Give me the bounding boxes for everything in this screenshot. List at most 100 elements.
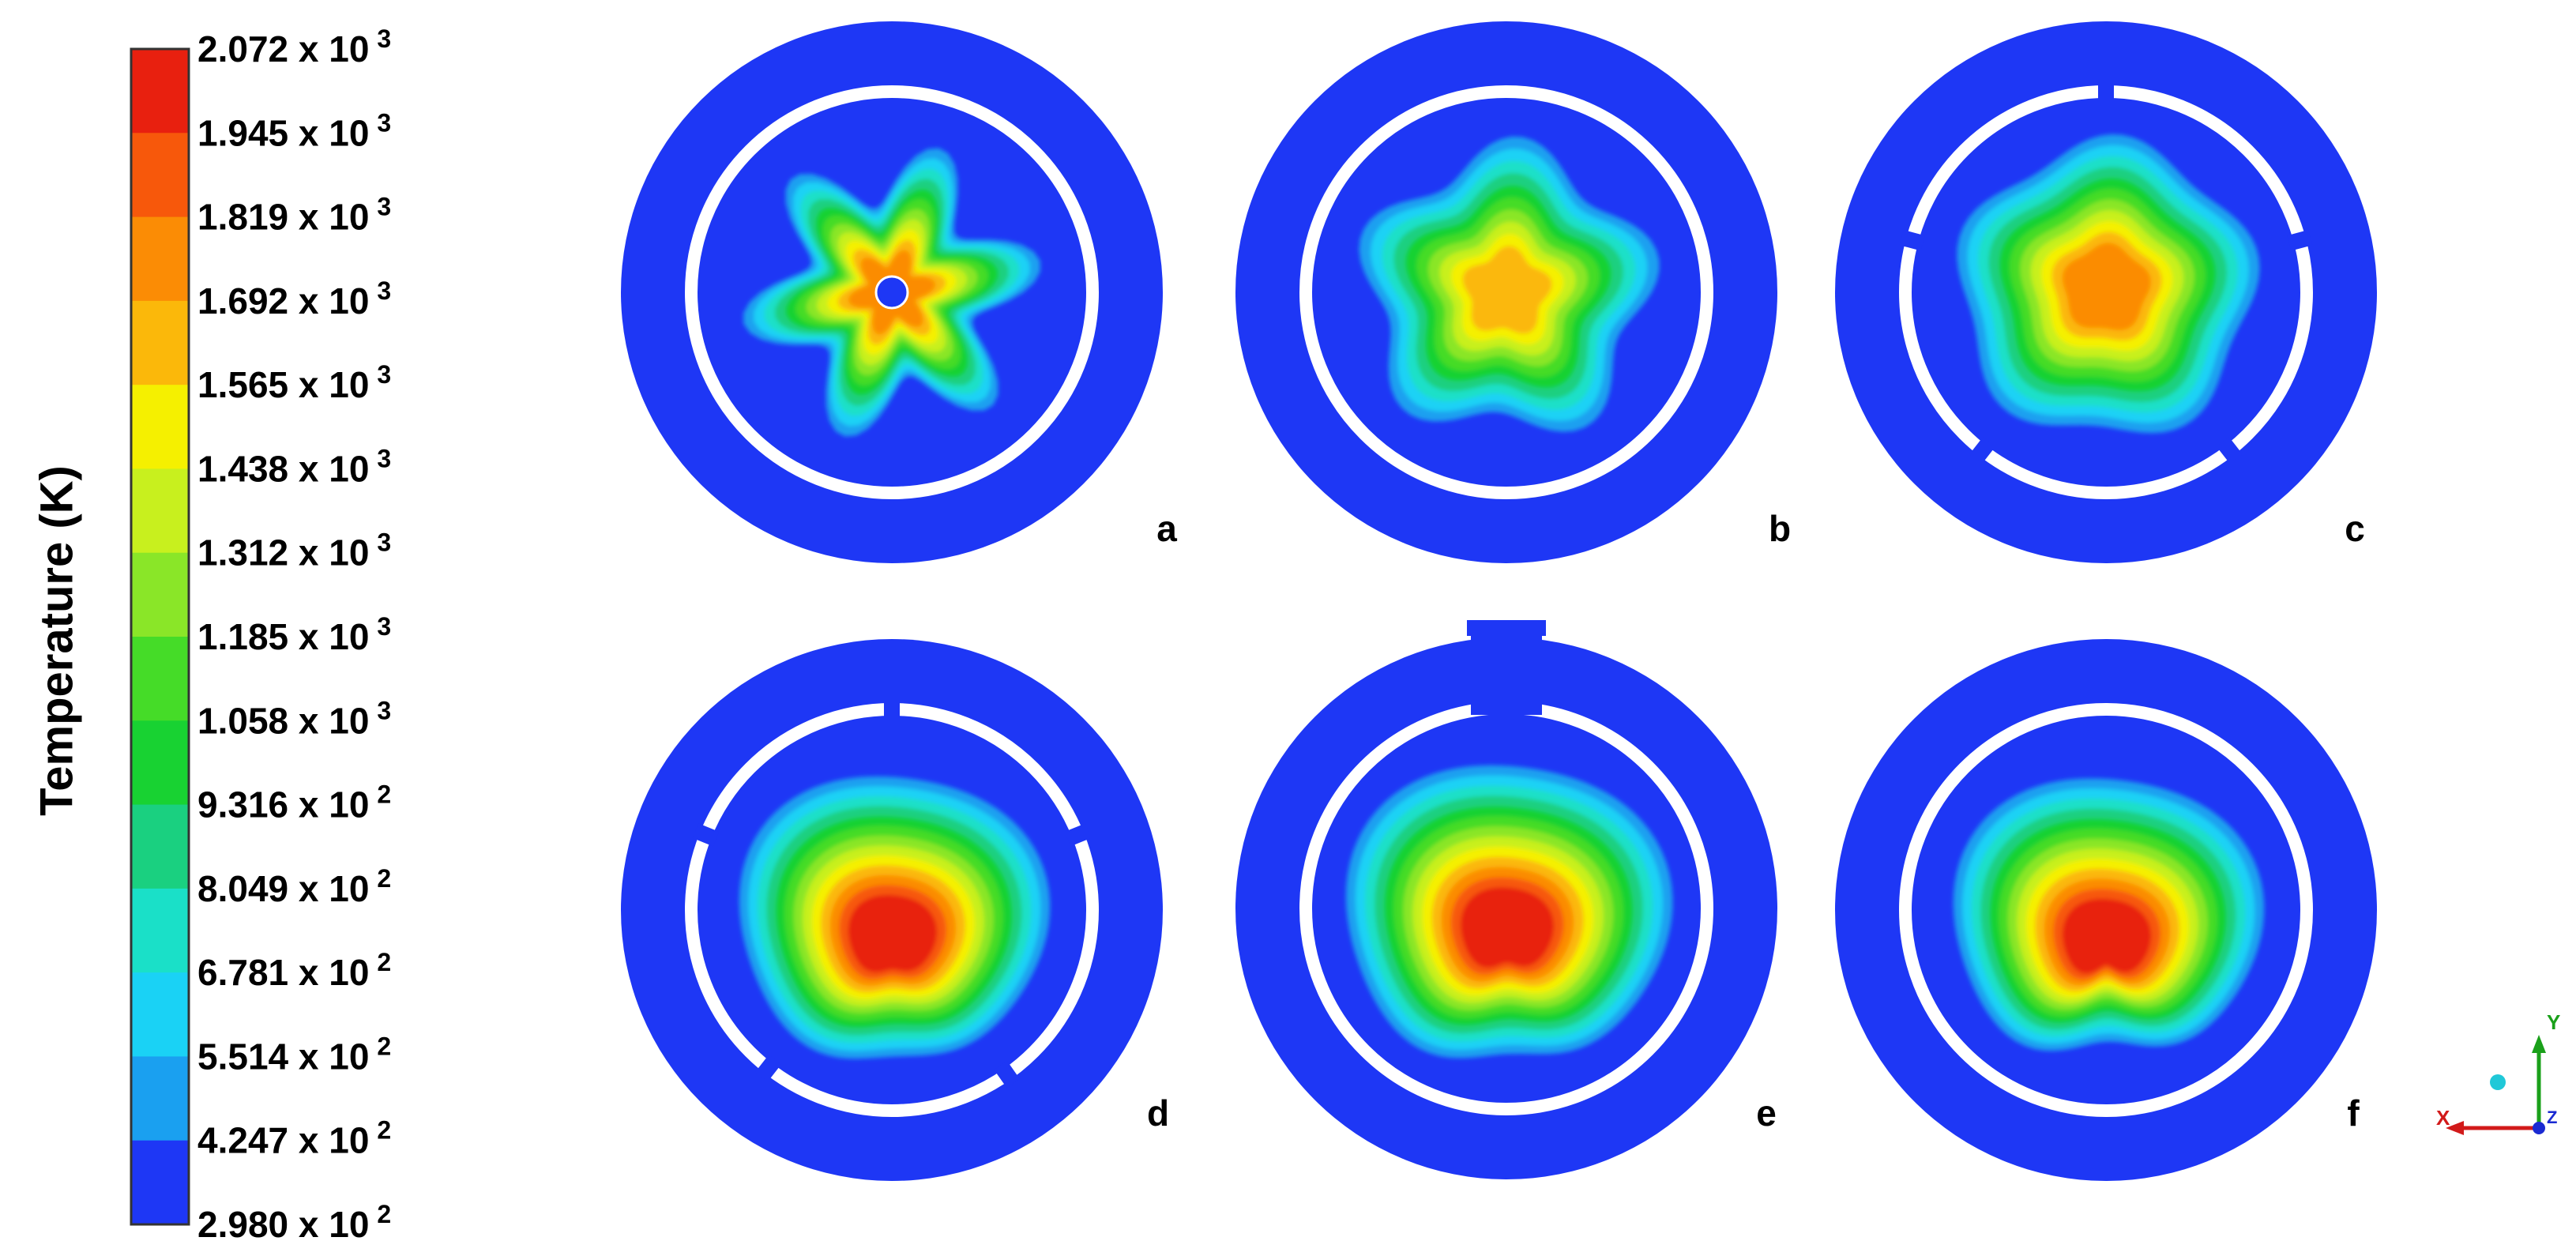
colorbar-band <box>131 468 189 554</box>
panel <box>1235 21 1777 563</box>
label-exponent: 3 <box>377 612 391 641</box>
colorbar-label: 6.781 x 10 2 <box>197 948 391 993</box>
ring-gap <box>994 1060 1020 1089</box>
triad-z-axis <box>2533 1122 2545 1134</box>
panel <box>1835 639 2377 1181</box>
label-mantissa: 1.692 x 10 <box>197 280 369 322</box>
colorbar-band <box>131 720 189 806</box>
ring-gap <box>692 823 720 847</box>
colorbar-label: 1.058 x 10 3 <box>197 696 391 741</box>
ring-gap <box>2216 436 2243 464</box>
colorbar-label: 9.316 x 10 2 <box>197 780 391 825</box>
colorbar-band <box>131 1140 189 1225</box>
inlet-cap <box>1467 620 1546 636</box>
label-exponent: 3 <box>377 696 391 724</box>
colorbar-label: 4.247 x 10 2 <box>197 1116 391 1161</box>
label-mantissa: 1.438 x 10 <box>197 448 369 489</box>
colorbar-band <box>131 49 189 133</box>
temperature-contour <box>1462 246 1552 334</box>
triad-z-label: Z <box>2547 1107 2557 1127</box>
temperature-field <box>1953 778 2265 1051</box>
panel-label: c <box>2345 508 2365 549</box>
label-mantissa: 1.312 x 10 <box>197 532 369 573</box>
fuel-hub <box>874 275 909 310</box>
legend-title: Temperature (K) <box>31 465 82 816</box>
colorbar-band <box>131 385 189 469</box>
triad-x-head <box>2446 1121 2464 1135</box>
temperature-contour <box>1460 887 1555 968</box>
panel-label: d <box>1147 1092 1169 1134</box>
colorbar-label: 1.185 x 10 3 <box>197 612 391 657</box>
colorbar-band <box>131 804 189 889</box>
temperature-contour <box>2062 898 2152 974</box>
temperature-field <box>739 776 1051 1059</box>
inner-ring <box>1299 85 1713 499</box>
label-exponent: 2 <box>377 1200 391 1228</box>
ring-gap <box>1064 823 1092 847</box>
colorbar-label: 1.692 x 10 3 <box>197 276 391 322</box>
triad-y-label: Y <box>2547 1010 2560 1034</box>
colorbar-label: 1.312 x 10 3 <box>197 528 391 573</box>
colorbar-band <box>131 216 189 302</box>
label-mantissa: 1.185 x 10 <box>197 616 369 657</box>
inlet-channel <box>1471 628 1542 715</box>
ring-gap <box>1899 229 1925 251</box>
colorbar-label: 5.514 x 10 2 <box>197 1032 391 1077</box>
ring-gap <box>755 1054 782 1082</box>
label-mantissa: 8.049 x 10 <box>197 868 369 909</box>
colorbar-band <box>131 972 189 1057</box>
label-mantissa: 6.781 x 10 <box>197 952 369 993</box>
label-exponent: 3 <box>377 108 391 137</box>
panel-label: b <box>1769 508 1791 549</box>
label-mantissa: 1.565 x 10 <box>197 364 369 405</box>
panel-label: a <box>1156 508 1177 549</box>
label-mantissa: 4.247 x 10 <box>197 1120 369 1161</box>
ring-gap <box>2287 229 2313 251</box>
label-exponent: 2 <box>377 948 391 976</box>
inner-ring <box>685 85 1099 499</box>
colorbar-band <box>131 888 189 973</box>
temperature-contour <box>848 894 938 972</box>
panel <box>621 639 1163 1181</box>
panel <box>1235 620 1777 1179</box>
panel-label: f <box>2347 1092 2360 1134</box>
triad-y-head <box>2532 1035 2546 1053</box>
label-exponent: 3 <box>377 193 391 221</box>
label-mantissa: 1.945 x 10 <box>197 112 369 153</box>
ring-gap <box>1969 436 1996 464</box>
colorbar-band <box>131 133 189 218</box>
inner-ring <box>1899 703 2313 1117</box>
label-mantissa: 1.819 x 10 <box>197 197 369 238</box>
triad-ball <box>2490 1074 2506 1090</box>
temperature-field <box>1359 136 1660 432</box>
temperature-field <box>1957 134 2260 434</box>
label-exponent: 2 <box>377 1116 391 1145</box>
panel <box>1835 21 2377 563</box>
label-exponent: 3 <box>377 444 391 472</box>
label-exponent: 3 <box>377 528 391 557</box>
colorbar-label: 2.072 x 10 3 <box>197 24 391 70</box>
colorbar-label: 2.980 x 10 2 <box>197 1200 391 1245</box>
panel-label: e <box>1756 1092 1777 1134</box>
colorbar-band <box>131 637 189 721</box>
triad-x-label: X <box>2436 1106 2450 1130</box>
label-mantissa: 5.514 x 10 <box>197 1036 369 1077</box>
label-exponent: 2 <box>377 780 391 809</box>
colorbar-label: 1.819 x 10 3 <box>197 193 391 238</box>
colorbar-label: 8.049 x 10 2 <box>197 864 391 909</box>
label-exponent: 2 <box>377 1032 391 1060</box>
temperature-contour <box>2062 243 2151 330</box>
colorbar-label: 1.438 x 10 3 <box>197 444 391 489</box>
label-mantissa: 2.980 x 10 <box>197 1204 369 1245</box>
colorbar-band <box>131 300 189 385</box>
label-exponent: 2 <box>377 864 391 893</box>
label-mantissa: 9.316 x 10 <box>197 784 369 825</box>
label-mantissa: 1.058 x 10 <box>197 700 369 741</box>
label-mantissa: 2.072 x 10 <box>197 28 369 70</box>
label-exponent: 3 <box>377 276 391 305</box>
colorbar-band <box>131 552 189 637</box>
panel <box>621 21 1163 563</box>
colorbar-label: 1.945 x 10 3 <box>197 108 391 153</box>
